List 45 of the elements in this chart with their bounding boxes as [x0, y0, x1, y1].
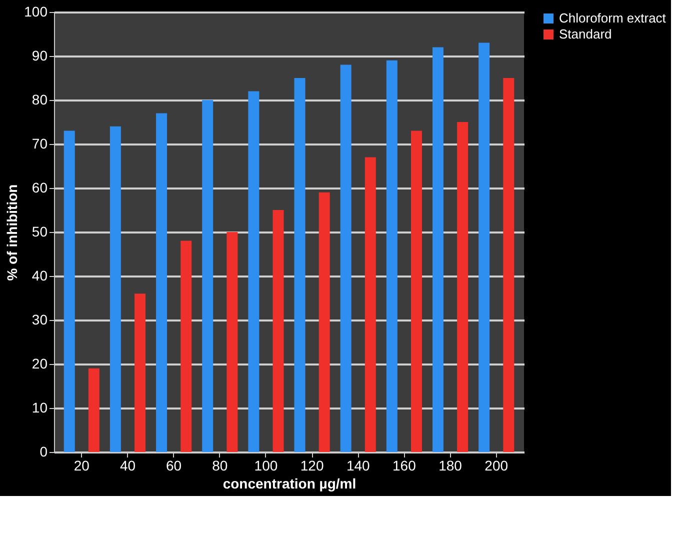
bar	[88, 368, 100, 452]
bar	[478, 42, 490, 452]
bar	[110, 126, 121, 452]
bar	[64, 130, 75, 452]
bar	[226, 232, 238, 452]
bar	[457, 122, 468, 452]
bar	[272, 210, 284, 452]
x-tick-label: 180	[438, 458, 462, 474]
x-tick-label: 80	[212, 458, 228, 474]
bar	[503, 78, 514, 452]
y-tick-label: 0	[40, 444, 48, 460]
bar	[364, 157, 376, 452]
legend-label: Standard	[559, 26, 612, 42]
x-tick-label: 140	[346, 458, 370, 474]
y-tick-label: 60	[32, 180, 48, 196]
bar	[156, 113, 168, 452]
x-tick-label: 60	[166, 458, 182, 474]
bar	[294, 78, 306, 452]
x-tick-label: 40	[120, 458, 136, 474]
x-tick-label: 20	[74, 458, 90, 474]
bar	[432, 47, 444, 452]
y-tick-label: 70	[32, 136, 48, 152]
bar	[340, 64, 352, 452]
bar	[410, 130, 422, 452]
legend-label: Chloroform extract	[559, 10, 666, 26]
x-tick-label: 160	[392, 458, 416, 474]
y-tick-label: 30	[32, 312, 48, 328]
x-tick-label: 120	[300, 458, 324, 474]
x-tick-label: 200	[484, 458, 508, 474]
bar	[134, 294, 146, 452]
bar	[386, 60, 398, 452]
y-tick-label: 100	[24, 4, 48, 20]
y-tick-label: 10	[32, 400, 48, 416]
x-axis-title: concentration µg/ml	[222, 476, 356, 492]
bar	[202, 100, 214, 452]
x-tick-label: 100	[254, 458, 278, 474]
y-tick-label: 20	[32, 356, 48, 372]
bar	[318, 192, 330, 452]
bar	[180, 240, 192, 452]
y-tick-label: 50	[32, 224, 48, 240]
y-axis-title: % of inhibition	[4, 184, 20, 281]
y-tick-label: 90	[32, 48, 48, 64]
y-tick-label: 80	[32, 92, 48, 108]
y-tick-label: 40	[32, 268, 48, 284]
bar	[248, 91, 260, 452]
